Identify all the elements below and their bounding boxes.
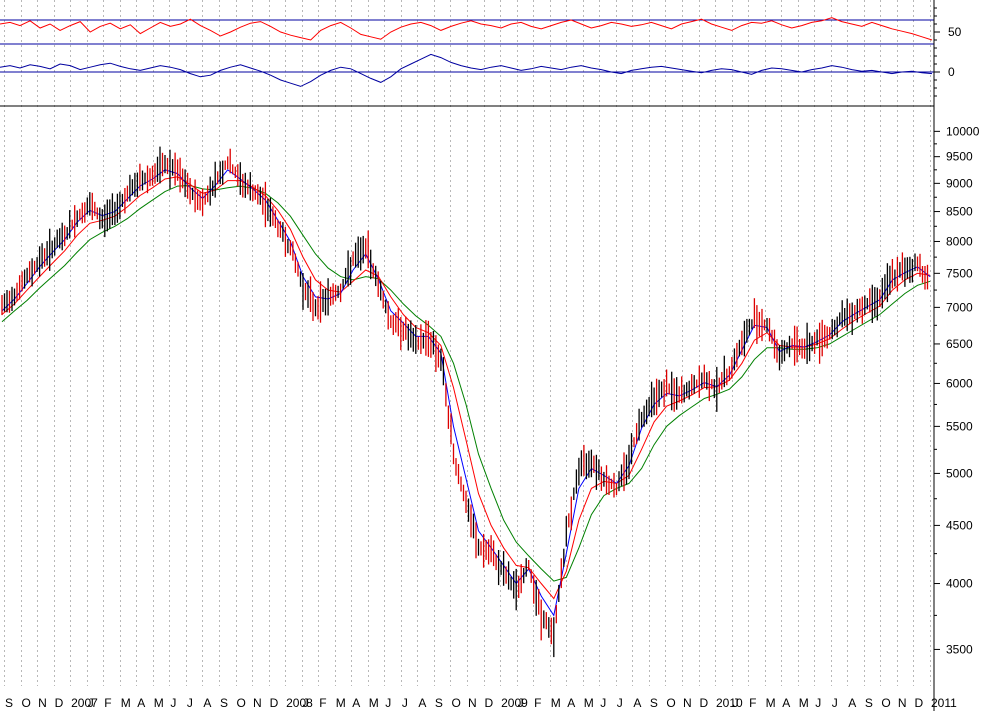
price-panel xyxy=(1,146,931,658)
month-label: N xyxy=(38,696,47,710)
month-label: S xyxy=(5,696,13,710)
price-tick-label: 3500 xyxy=(946,642,973,656)
price-bars xyxy=(1,146,929,658)
month-label: A xyxy=(567,696,575,710)
price-tick-label: 10000 xyxy=(946,124,980,138)
month-label: J xyxy=(815,696,821,710)
month-label: F xyxy=(534,696,541,710)
oscillator-tick-label: 0 xyxy=(948,65,955,79)
month-label: D xyxy=(915,696,924,710)
month-label: M xyxy=(799,696,809,710)
price-tick-label: 8500 xyxy=(946,205,973,219)
month-label: S xyxy=(220,696,228,710)
right-axis: 10000 9500 9000 8500 8000 7500 7000 6500 6000 550… xyxy=(934,7,980,656)
month-label: O xyxy=(881,696,890,710)
month-label: J xyxy=(600,696,606,710)
moving-average-long-line xyxy=(1,184,931,582)
price-tick-label: 6000 xyxy=(946,376,973,390)
month-label: A xyxy=(352,696,360,710)
month-label: N xyxy=(468,696,477,710)
month-label: 2009 xyxy=(501,696,528,710)
month-label: J xyxy=(170,696,176,710)
price-tick-label: 9000 xyxy=(946,176,973,190)
month-label: O xyxy=(452,696,461,710)
month-label: A xyxy=(848,696,856,710)
price-tick-label: 8000 xyxy=(946,234,973,248)
month-label: J xyxy=(617,696,623,710)
oscillator-panel xyxy=(0,17,934,87)
price-tick-label: 6500 xyxy=(946,337,973,351)
oscillator-rsi-line xyxy=(0,17,933,41)
month-label: J xyxy=(187,696,193,710)
month-label: J xyxy=(303,696,309,710)
month-label: M xyxy=(336,696,346,710)
moving-average-medium-line xyxy=(1,176,931,600)
month-label: O xyxy=(666,696,675,710)
month-label: J xyxy=(402,696,408,710)
month-label: F xyxy=(749,696,756,710)
month-label: 2011 xyxy=(931,696,957,710)
month-label: A xyxy=(418,696,426,710)
month-label: F xyxy=(319,696,326,710)
month-label: F xyxy=(104,696,111,710)
month-label: 2008 xyxy=(286,696,313,710)
month-label: A xyxy=(782,696,790,710)
month-label: M xyxy=(766,696,776,710)
price-tick-label: 7500 xyxy=(946,266,973,280)
month-label: J xyxy=(88,696,94,710)
month-label: M xyxy=(121,696,131,710)
month-label: D xyxy=(700,696,709,710)
month-label: A xyxy=(137,696,145,710)
month-label: D xyxy=(485,696,494,710)
oscillator-tick-label: 50 xyxy=(948,25,962,39)
month-label: S xyxy=(650,696,658,710)
month-label: O xyxy=(22,696,31,710)
month-label: M xyxy=(369,696,379,710)
month-label: M xyxy=(584,696,594,710)
month-label: S xyxy=(435,696,443,710)
oscillator-momentum-line xyxy=(0,53,933,87)
price-tick-label: 4000 xyxy=(946,577,973,591)
month-label: D xyxy=(270,696,279,710)
month-label: M xyxy=(154,696,164,710)
price-tick-label: 4500 xyxy=(946,518,973,532)
month-label: A xyxy=(203,696,211,710)
price-tick-label: 9500 xyxy=(946,150,973,164)
moving-average-short-line xyxy=(1,169,931,617)
month-label: N xyxy=(253,696,262,710)
month-label: N xyxy=(683,696,692,710)
price-tick-label: 5000 xyxy=(946,466,973,480)
month-label: J xyxy=(733,696,739,710)
month-label: D xyxy=(55,696,64,710)
price-tick-label: 7000 xyxy=(946,300,973,314)
month-label: S xyxy=(865,696,873,710)
month-label: O xyxy=(237,696,246,710)
month-label: J xyxy=(832,696,838,710)
price-tick-label: 5500 xyxy=(946,419,973,433)
month-label: 2007 xyxy=(71,696,98,710)
month-label: N xyxy=(898,696,907,710)
month-label: A xyxy=(633,696,641,710)
month-label: J xyxy=(518,696,524,710)
month-label: M xyxy=(551,696,561,710)
month-label: J xyxy=(385,696,391,710)
month-label: 2010 xyxy=(716,696,743,710)
